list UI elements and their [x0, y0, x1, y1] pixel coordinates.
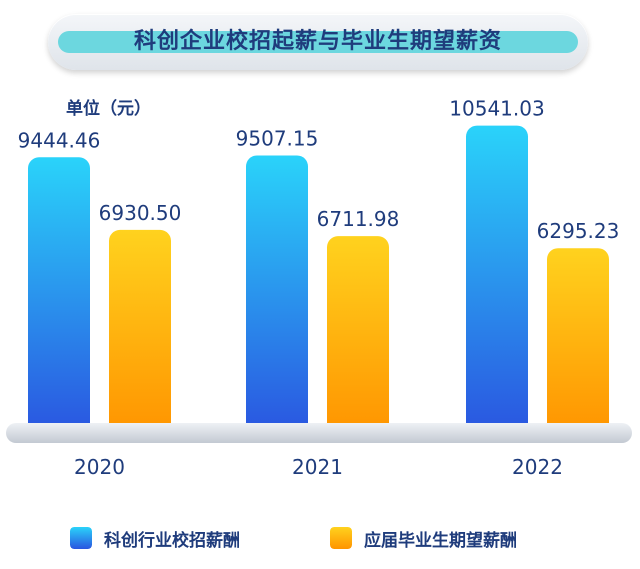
legend-swatch-blue [70, 527, 92, 549]
unit-label: 单位（元） [66, 99, 151, 119]
legend-label-series-1: 科创行业校招薪酬 [104, 530, 240, 551]
bar-2022-series-2 [547, 248, 609, 434]
legend-item-series-1: 科创行业校招薪酬 [70, 524, 240, 552]
x-axis-base [6, 423, 632, 443]
bar-2021-series-2 [327, 236, 389, 434]
data-label-2022-series-1: 10541.03 [449, 97, 544, 121]
legend-swatch-orange [330, 527, 352, 549]
x-tick-label-2022: 2022 [512, 455, 563, 479]
data-label-2022-series-2: 6295.23 [537, 219, 620, 243]
x-tick-label-2021: 2021 [292, 455, 343, 479]
data-label-2020-series-1: 9444.46 [18, 128, 101, 152]
title-accent-bar [58, 31, 578, 53]
bar-2020-series-2 [109, 229, 171, 434]
legend-label-series-2: 应届毕业生期望薪酬 [364, 530, 517, 551]
chart-title: 科创企业校招起薪与毕业生期望薪资 [133, 29, 502, 54]
data-label-2020-series-2: 6930.50 [99, 201, 182, 225]
bar-2021-series-1 [246, 155, 308, 434]
data-label-2021-series-2: 6711.98 [317, 207, 400, 231]
bar-2020-series-1 [28, 157, 90, 435]
bar-2022-series-1 [466, 125, 528, 434]
x-tick-label-2020: 2020 [74, 455, 125, 479]
legend-item-series-2: 应届毕业生期望薪酬 [330, 524, 517, 552]
data-label-2021-series-1: 9507.15 [236, 126, 319, 150]
